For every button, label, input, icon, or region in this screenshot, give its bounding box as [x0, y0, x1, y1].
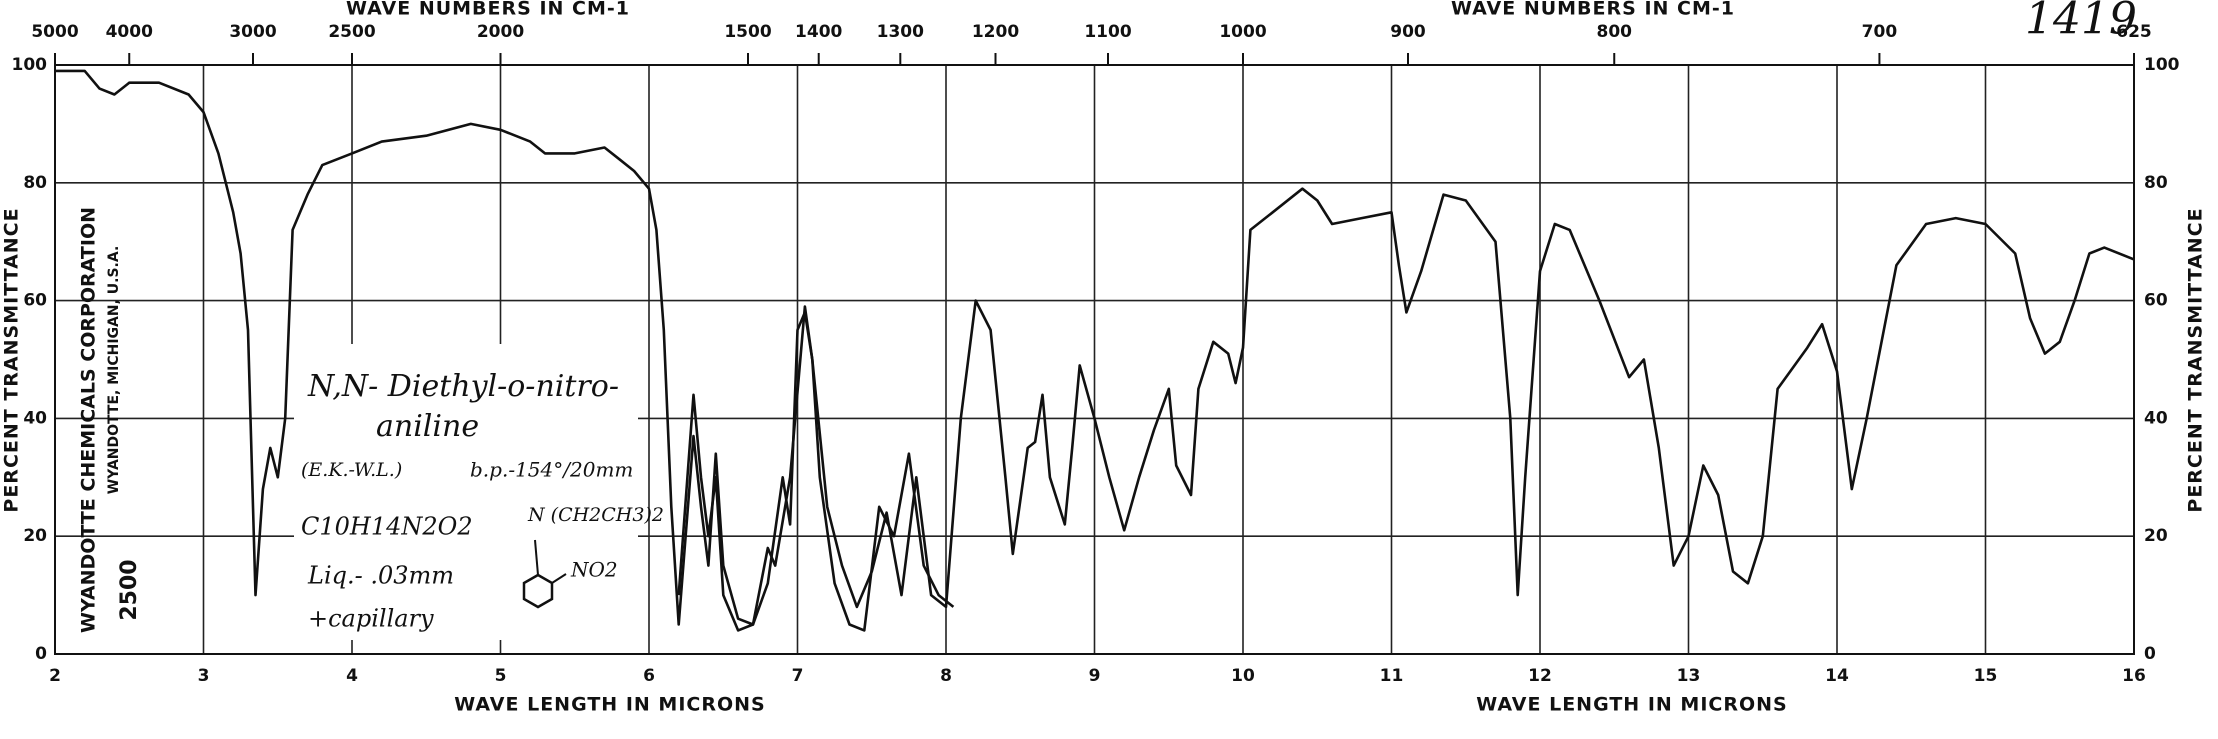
x-tick-label: 16 — [2122, 666, 2146, 686]
x-tick-label: 15 — [1974, 666, 1998, 686]
annotation: C10H14N2O2 — [301, 513, 473, 541]
bond — [534, 539, 539, 576]
x-tick-label: 12 — [1528, 666, 1552, 686]
y-axis-label: PERCENT TRANSMITTANCE — [2185, 207, 2207, 512]
x2-tick-label: 900 — [1390, 22, 1426, 42]
x-tick-label: 11 — [1380, 666, 1404, 686]
x2-tick-label: 5000 — [31, 22, 78, 42]
x-axis-label: WAVE LENGTH IN MICRONS — [1476, 694, 1787, 716]
x2-tick-label: 1400 — [795, 22, 842, 42]
annotation: NO2 — [570, 558, 618, 582]
annotation: (E.K.-W.L.) — [301, 459, 402, 481]
x-tick-label: 10 — [1231, 666, 1255, 686]
annotation: Liq.- .03mm — [307, 562, 454, 590]
y-tick-label-right: 80 — [2144, 173, 2168, 193]
x2-tick-label: 800 — [1597, 22, 1633, 42]
x2-tick-label: 3000 — [229, 22, 276, 42]
x2-tick-label: 1100 — [1084, 22, 1131, 42]
y-tick-label: 100 — [12, 55, 48, 75]
y-tick-label: 0 — [35, 644, 47, 664]
x2-axis-label: WAVE NUMBERS IN CM-1 — [1451, 0, 1735, 20]
chart-number: 2500 — [117, 559, 142, 620]
y-tick-label-right: 0 — [2144, 644, 2156, 664]
annotation: N (CH2CH3)2 — [527, 504, 664, 526]
x-tick-label: 14 — [1825, 666, 1849, 686]
x2-tick-label: 1000 — [1219, 22, 1266, 42]
bond — [551, 573, 567, 584]
company-place: WYANDOTTE, MICHIGAN, U.S.A. — [106, 246, 122, 495]
y-tick-label: 40 — [23, 408, 47, 428]
annotation: +capillary — [308, 605, 434, 633]
x2-tick-label: 625 — [2116, 22, 2152, 42]
y-tick-label: 80 — [23, 173, 47, 193]
x2-tick-label: 1200 — [972, 22, 1019, 42]
series-group — [55, 69, 2135, 632]
y-tick-label-right: 20 — [2144, 526, 2168, 546]
annotation: N,N- Diethyl-o-nitro- — [307, 369, 619, 404]
annotation: aniline — [376, 409, 479, 444]
x-tick-label: 13 — [1677, 666, 1701, 686]
x-tick-label: 7 — [792, 666, 804, 686]
y-tick-label-right: 40 — [2144, 408, 2168, 428]
x-tick-label: 2 — [49, 666, 61, 686]
x2-tick-label: 2500 — [328, 22, 375, 42]
company-name: WYANDOTTE CHEMICALS CORPORATION — [78, 207, 100, 633]
x-tick-label: 8 — [940, 666, 952, 686]
y-tick-label: 60 — [23, 291, 47, 311]
x-tick-label: 3 — [198, 666, 210, 686]
spectrum-line — [55, 69, 2135, 626]
x2-tick-label: 4000 — [106, 22, 153, 42]
x-axis-label: WAVE LENGTH IN MICRONS — [454, 694, 765, 716]
x2-axis-label: WAVE NUMBERS IN CM-1 — [346, 0, 630, 20]
x-tick-label: 6 — [643, 666, 655, 686]
x-tick-label: 5 — [495, 666, 507, 686]
x2-tick-label: 700 — [1862, 22, 1898, 42]
x-tick-label: 4 — [346, 666, 358, 686]
spectrum-line — [677, 305, 955, 632]
y-tick-label: 20 — [23, 526, 47, 546]
header-number: 1419 — [2025, 0, 2137, 45]
x2-tick-label: 1300 — [877, 22, 924, 42]
x2-tick-label: 2000 — [477, 22, 524, 42]
x-tick-label: 9 — [1089, 666, 1101, 686]
y-axis-label: PERCENT TRANSMITTANCE — [1, 207, 23, 512]
annotation: b.p.-154°/20mm — [470, 458, 633, 482]
y-tick-label-right: 100 — [2144, 55, 2180, 75]
y-tick-label-right: 60 — [2144, 291, 2168, 311]
plot-frame — [54, 64, 2135, 655]
annotation-box — [294, 344, 638, 640]
x2-tick-label: 1500 — [724, 22, 771, 42]
